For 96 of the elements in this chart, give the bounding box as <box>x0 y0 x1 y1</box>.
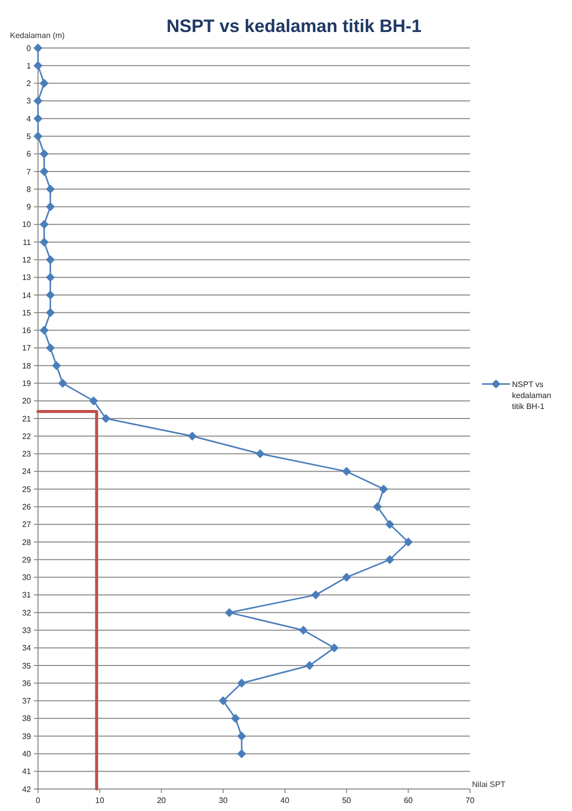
point <box>46 290 55 300</box>
y-tick-label: 10 <box>22 220 32 230</box>
y-tick-label: 16 <box>22 326 32 336</box>
legend-label: NSPT vs kedalaman titik BH-1 <box>512 380 552 411</box>
point <box>89 396 98 406</box>
y-tick-label: 42 <box>22 784 32 794</box>
x-tick-label: 50 <box>342 796 352 805</box>
y-tick-label: 36 <box>22 678 32 688</box>
point <box>385 555 394 564</box>
point <box>34 96 42 106</box>
point <box>34 44 42 52</box>
y-tick-label: 4 <box>26 114 32 124</box>
y-tick-label: 17 <box>22 344 32 353</box>
point <box>40 238 49 247</box>
point <box>256 449 265 458</box>
x-tick-label: 10 <box>95 796 105 805</box>
y-tick-label: 2 <box>26 79 32 88</box>
point <box>46 202 55 212</box>
y-tick-label: 28 <box>22 538 32 547</box>
point <box>230 714 240 723</box>
y-tick-label: 15 <box>22 308 32 318</box>
point <box>298 626 308 635</box>
point <box>330 643 339 652</box>
y-tick-label: 9 <box>26 202 32 212</box>
point <box>372 502 382 512</box>
point <box>46 308 55 318</box>
point <box>379 484 388 494</box>
point <box>40 149 49 158</box>
y-tick-label: 22 <box>22 432 32 441</box>
x-tick-label: 30 <box>218 796 228 805</box>
point <box>40 167 49 176</box>
point <box>58 378 68 388</box>
y-tick-label: 18 <box>22 361 32 370</box>
y-tick-label: 25 <box>22 484 32 494</box>
point <box>40 220 49 229</box>
y-tick-label: 21 <box>22 414 32 424</box>
y-tick-label: 27 <box>22 520 32 530</box>
y-tick-label: 11 <box>22 238 32 247</box>
point <box>34 61 42 70</box>
y-tick-label: 1 <box>26 61 32 70</box>
chart-title: NSPT vs kedalaman titik BH-1 <box>166 16 422 36</box>
y-tick-label: 0 <box>26 44 32 53</box>
point <box>188 432 197 441</box>
point <box>385 520 394 529</box>
y-tick-label: 37 <box>22 696 32 706</box>
point <box>342 572 352 582</box>
x-tick-label: 0 <box>36 796 41 805</box>
x-tick-label: 70 <box>466 796 475 805</box>
point <box>46 272 55 282</box>
y-tick-label: 13 <box>22 273 32 282</box>
point <box>342 466 352 476</box>
point <box>101 414 110 423</box>
y-tick-label: 7 <box>26 167 32 176</box>
point <box>40 78 49 88</box>
y-tick-label: 40 <box>22 750 32 759</box>
y-tick-label: 12 <box>22 256 32 265</box>
y-tick-label: 20 <box>22 396 32 406</box>
point <box>404 538 413 546</box>
y-axis-title: Kedalaman (m) <box>10 31 66 40</box>
y-tick-label: 6 <box>26 150 32 159</box>
y-tick-label: 8 <box>26 184 32 194</box>
y-tick-label: 32 <box>22 608 32 618</box>
point <box>237 749 246 758</box>
y-tick-label: 33 <box>22 626 32 636</box>
x-tick-label: 60 <box>404 796 414 805</box>
point <box>34 114 42 124</box>
x-tick-label: 20 <box>156 796 166 805</box>
point <box>46 343 55 352</box>
point <box>237 732 246 741</box>
point <box>311 590 320 600</box>
point <box>305 661 314 670</box>
x-tick-label: 40 <box>280 796 290 805</box>
y-tick-label: 24 <box>22 467 32 476</box>
y-tick-label: 3 <box>26 96 32 106</box>
y-tick-label: 5 <box>26 132 32 142</box>
y-tick-label: 39 <box>22 732 32 741</box>
y-tick-label: 29 <box>22 555 32 564</box>
y-tick-label: 34 <box>22 644 32 653</box>
point <box>40 326 49 335</box>
y-tick-label: 35 <box>22 661 32 670</box>
y-tick-label: 14 <box>22 290 32 300</box>
point <box>46 184 55 194</box>
y-tick-label: 30 <box>22 573 32 582</box>
y-tick-label: 41 <box>22 767 32 776</box>
y-tick-label: 23 <box>22 450 32 459</box>
point <box>237 678 246 688</box>
point <box>52 361 62 370</box>
y-tick-label: 38 <box>22 714 32 724</box>
y-tick-label: 19 <box>22 379 32 388</box>
point <box>34 132 42 141</box>
y-tick-label: 31 <box>22 590 32 600</box>
point <box>218 696 228 706</box>
point <box>46 255 55 264</box>
x-axis-title: Nilai SPT <box>472 780 506 789</box>
y-tick-label: 26 <box>22 502 32 512</box>
point <box>224 608 234 618</box>
